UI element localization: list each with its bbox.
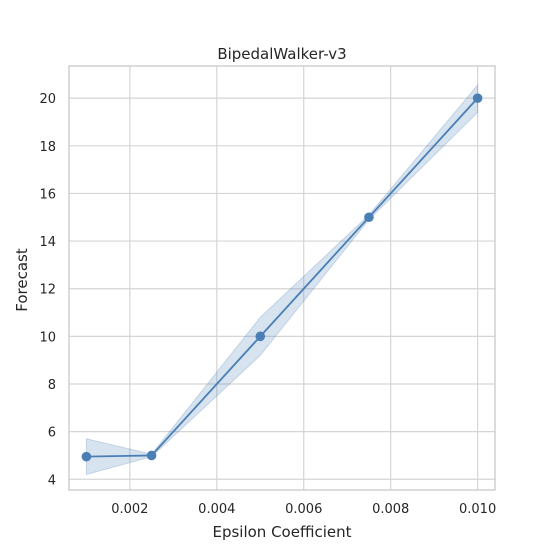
y-tick-label: 18 xyxy=(39,140,56,155)
x-axis-label: Epsilon Coefficient xyxy=(212,523,351,541)
data-point xyxy=(81,451,92,462)
x-tick-label: 0.008 xyxy=(372,502,409,517)
y-tick-label: 8 xyxy=(48,378,56,393)
y-tick-label: 6 xyxy=(48,426,56,441)
x-tick-label: 0.006 xyxy=(285,502,322,517)
x-tick-label: 0.004 xyxy=(198,502,235,517)
x-tick-labels: 0.002 0.004 0.006 0.008 0.010 xyxy=(111,502,496,517)
confidence-bands xyxy=(85,83,479,476)
data-point xyxy=(364,212,374,223)
y-tick-labels: 4 6 8 10 12 14 16 18 20 xyxy=(39,92,56,488)
y-tick-label: 4 xyxy=(48,473,56,488)
x-tick-label: 0.010 xyxy=(459,502,496,517)
y-tick-label: 16 xyxy=(39,187,56,202)
series-markers xyxy=(81,93,483,462)
y-axis-label: Forecast xyxy=(13,248,31,312)
plot-frame xyxy=(68,65,496,491)
confidence-band xyxy=(85,83,479,476)
grid xyxy=(69,66,495,490)
y-tick-label: 10 xyxy=(39,330,56,345)
data-point xyxy=(472,93,483,103)
series-lines xyxy=(86,97,479,458)
data-point xyxy=(255,331,266,342)
chart-title: BipedalWalker-v3 xyxy=(217,45,346,63)
x-tick-label: 0.002 xyxy=(111,502,148,517)
data-point xyxy=(146,450,157,461)
y-tick-label: 20 xyxy=(39,92,56,107)
y-tick-label: 12 xyxy=(39,283,56,298)
series-line xyxy=(86,97,479,458)
y-tick-label: 14 xyxy=(39,235,56,250)
plot-spines xyxy=(68,65,496,491)
